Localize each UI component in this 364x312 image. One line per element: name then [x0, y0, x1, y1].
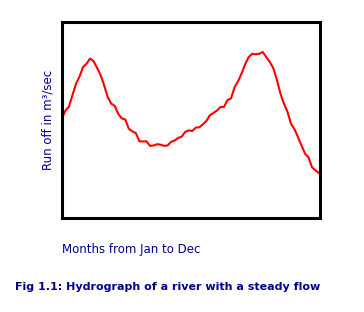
Text: Fig 1.1: Hydrograph of a river with a steady flow: Fig 1.1: Hydrograph of a river with a st… [15, 282, 320, 292]
Text: Months from Jan to Dec: Months from Jan to Dec [62, 243, 200, 256]
Y-axis label: Run off in m³/sec: Run off in m³/sec [42, 70, 55, 170]
